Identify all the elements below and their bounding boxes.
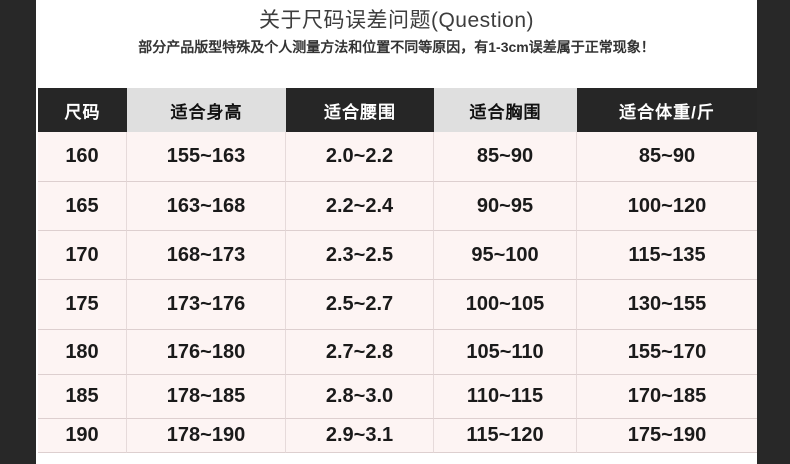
cell-height: 178~185 <box>127 375 286 419</box>
page-subtitle: 部分产品版型特殊及个人测量方法和位置不同等原因，有1-3cm误差属于正常现象！ <box>138 39 655 55</box>
cell-height: 173~176 <box>127 280 286 330</box>
right-dark-bar <box>757 0 790 464</box>
cell-weight: 155~170 <box>577 330 757 375</box>
table-row-180: 180 176~180 2.7~2.8 105~110 155~170 <box>38 330 757 375</box>
table-header-row: 尺码 适合身高 适合腰围 适合胸围 适合体重/斤 <box>38 88 757 132</box>
cell-chest: 115~120 <box>434 419 577 453</box>
column-header-height: 适合身高 <box>127 88 286 132</box>
cell-chest: 105~110 <box>434 330 577 375</box>
cell-waist: 2.0~2.2 <box>286 132 434 182</box>
cell-chest: 100~105 <box>434 280 577 330</box>
cell-chest: 90~95 <box>434 182 577 231</box>
table-row-185: 185 178~185 2.8~3.0 110~115 170~185 <box>38 375 757 419</box>
cell-waist: 2.5~2.7 <box>286 280 434 330</box>
cell-chest: 95~100 <box>434 231 577 280</box>
cell-size: 190 <box>38 419 127 453</box>
cell-size: 165 <box>38 182 127 231</box>
column-header-waist: 适合腰围 <box>286 88 434 132</box>
column-header-weight: 适合体重/斤 <box>577 88 757 132</box>
table-row-165: 165 163~168 2.2~2.4 90~95 100~120 <box>38 182 757 231</box>
cell-weight: 175~190 <box>577 419 757 453</box>
cell-size: 185 <box>38 375 127 419</box>
page-title: 关于尺码误差问题(Question) <box>258 9 535 32</box>
left-dark-bar <box>0 0 36 464</box>
cell-size: 175 <box>38 280 127 330</box>
table-row-170: 170 168~173 2.3~2.5 95~100 115~135 <box>38 231 757 280</box>
cell-weight: 115~135 <box>577 231 757 280</box>
cell-chest: 110~115 <box>434 375 577 419</box>
table-row-160: 160 155~163 2.0~2.2 85~90 85~90 <box>38 132 757 182</box>
cell-weight: 100~120 <box>577 182 757 231</box>
cell-height: 168~173 <box>127 231 286 280</box>
cell-height: 163~168 <box>127 182 286 231</box>
cell-waist: 2.7~2.8 <box>286 330 434 375</box>
cell-waist: 2.8~3.0 <box>286 375 434 419</box>
cell-size: 160 <box>38 132 127 182</box>
cell-height: 178~190 <box>127 419 286 453</box>
cell-weight: 170~185 <box>577 375 757 419</box>
cell-waist: 2.2~2.4 <box>286 182 434 231</box>
size-table: 尺码 适合身高 适合腰围 适合胸围 适合体重/斤 160 155~163 2.0… <box>38 88 757 453</box>
cell-chest: 85~90 <box>434 132 577 182</box>
cell-waist: 2.3~2.5 <box>286 231 434 280</box>
cell-weight: 85~90 <box>577 132 757 182</box>
table-row-175: 175 173~176 2.5~2.7 100~105 130~155 <box>38 280 757 330</box>
cell-waist: 2.9~3.1 <box>286 419 434 453</box>
cell-weight: 130~155 <box>577 280 757 330</box>
table-row-190: 190 178~190 2.9~3.1 115~120 175~190 <box>38 419 757 453</box>
column-header-size: 尺码 <box>38 88 127 132</box>
cell-height: 155~163 <box>127 132 286 182</box>
cell-size: 170 <box>38 231 127 280</box>
cell-height: 176~180 <box>127 330 286 375</box>
cell-size: 180 <box>38 330 127 375</box>
column-header-chest: 适合胸围 <box>434 88 577 132</box>
